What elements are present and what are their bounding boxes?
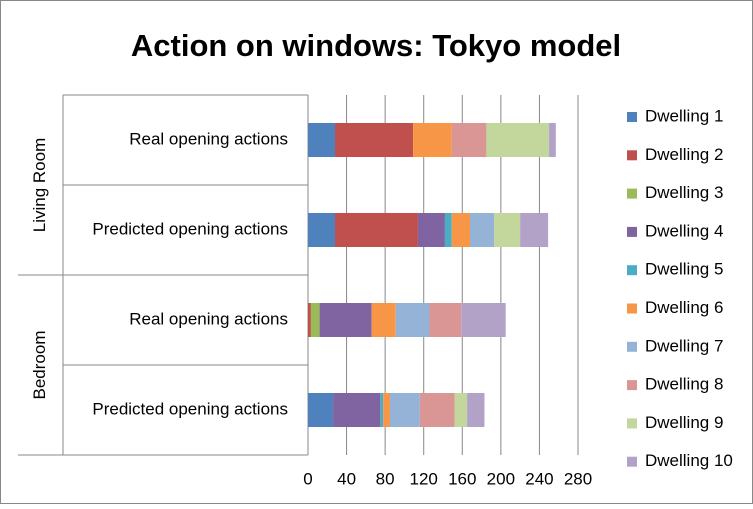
bar-segment (395, 303, 430, 337)
bar-segment (319, 303, 372, 337)
bar-segment (413, 123, 452, 157)
y-tick-label: Predicted opening actions (92, 219, 288, 238)
y-tick-label: Real opening actions (129, 309, 288, 328)
legend-label: Dwelling 8 (645, 375, 723, 394)
legend-label: Dwelling 2 (645, 145, 723, 164)
bar-segment (383, 393, 390, 427)
bar-segment (333, 393, 381, 427)
bar-segment (308, 393, 334, 427)
bar-segment (308, 303, 311, 337)
bar-segment (335, 123, 414, 157)
legend-swatch (627, 341, 637, 352)
legend-label: Dwelling 3 (645, 183, 723, 202)
legend-label: Dwelling 6 (645, 298, 723, 317)
bar-segment (308, 213, 335, 247)
bar-segment (380, 393, 384, 427)
x-tick-label: 120 (410, 469, 438, 488)
legend-swatch (627, 226, 637, 237)
x-tick-label: 160 (448, 469, 476, 488)
bar-segment (467, 393, 485, 427)
x-tick-label: 40 (337, 469, 356, 488)
bar-segment (335, 213, 418, 247)
legend-swatch (627, 418, 637, 429)
legend-label: Dwelling 4 (645, 221, 723, 240)
bar-segment (451, 123, 487, 157)
bar-segment (371, 303, 396, 337)
x-tick-label: 0 (303, 469, 312, 488)
legend-label: Dwelling 9 (645, 413, 723, 432)
bar-segment (308, 123, 335, 157)
bar-segment (549, 123, 556, 157)
chart-title: Action on windows: Tokyo model (131, 28, 621, 63)
bar-segment (429, 303, 462, 337)
legend-swatch (627, 188, 637, 199)
bar-segment (454, 393, 468, 427)
x-tick-label: 240 (525, 469, 553, 488)
y-tick-label: Real opening actions (129, 129, 288, 148)
x-tick-label: 280 (564, 469, 592, 488)
x-tick-label: 200 (487, 469, 515, 488)
bar-segment (310, 303, 320, 337)
bar-segment (486, 123, 550, 157)
bar-segment (494, 213, 521, 247)
group-label: Bedroom (30, 331, 49, 400)
legend-swatch (627, 150, 637, 161)
legend-swatch (627, 380, 637, 391)
legend-swatch (627, 456, 637, 467)
bar-segment (389, 393, 420, 427)
bar-segment (461, 303, 506, 337)
legend-label: Dwelling 10 (645, 451, 733, 470)
bar-segment (470, 213, 495, 247)
legend-swatch (627, 303, 637, 314)
bar-segment (451, 213, 470, 247)
legend-label: Dwelling 7 (645, 336, 723, 355)
bar-segment (444, 213, 452, 247)
group-label: Living Room (30, 138, 49, 233)
legend-swatch (627, 112, 637, 122)
bar-segment (417, 213, 445, 247)
legend-label: Dwelling 1 (645, 106, 723, 125)
y-tick-label: Predicted opening actions (92, 399, 288, 418)
bar-segment (419, 393, 455, 427)
x-tick-label: 80 (376, 469, 395, 488)
legend-label: Dwelling 5 (645, 260, 723, 279)
bar-segment (520, 213, 549, 247)
legend-swatch (627, 265, 637, 276)
